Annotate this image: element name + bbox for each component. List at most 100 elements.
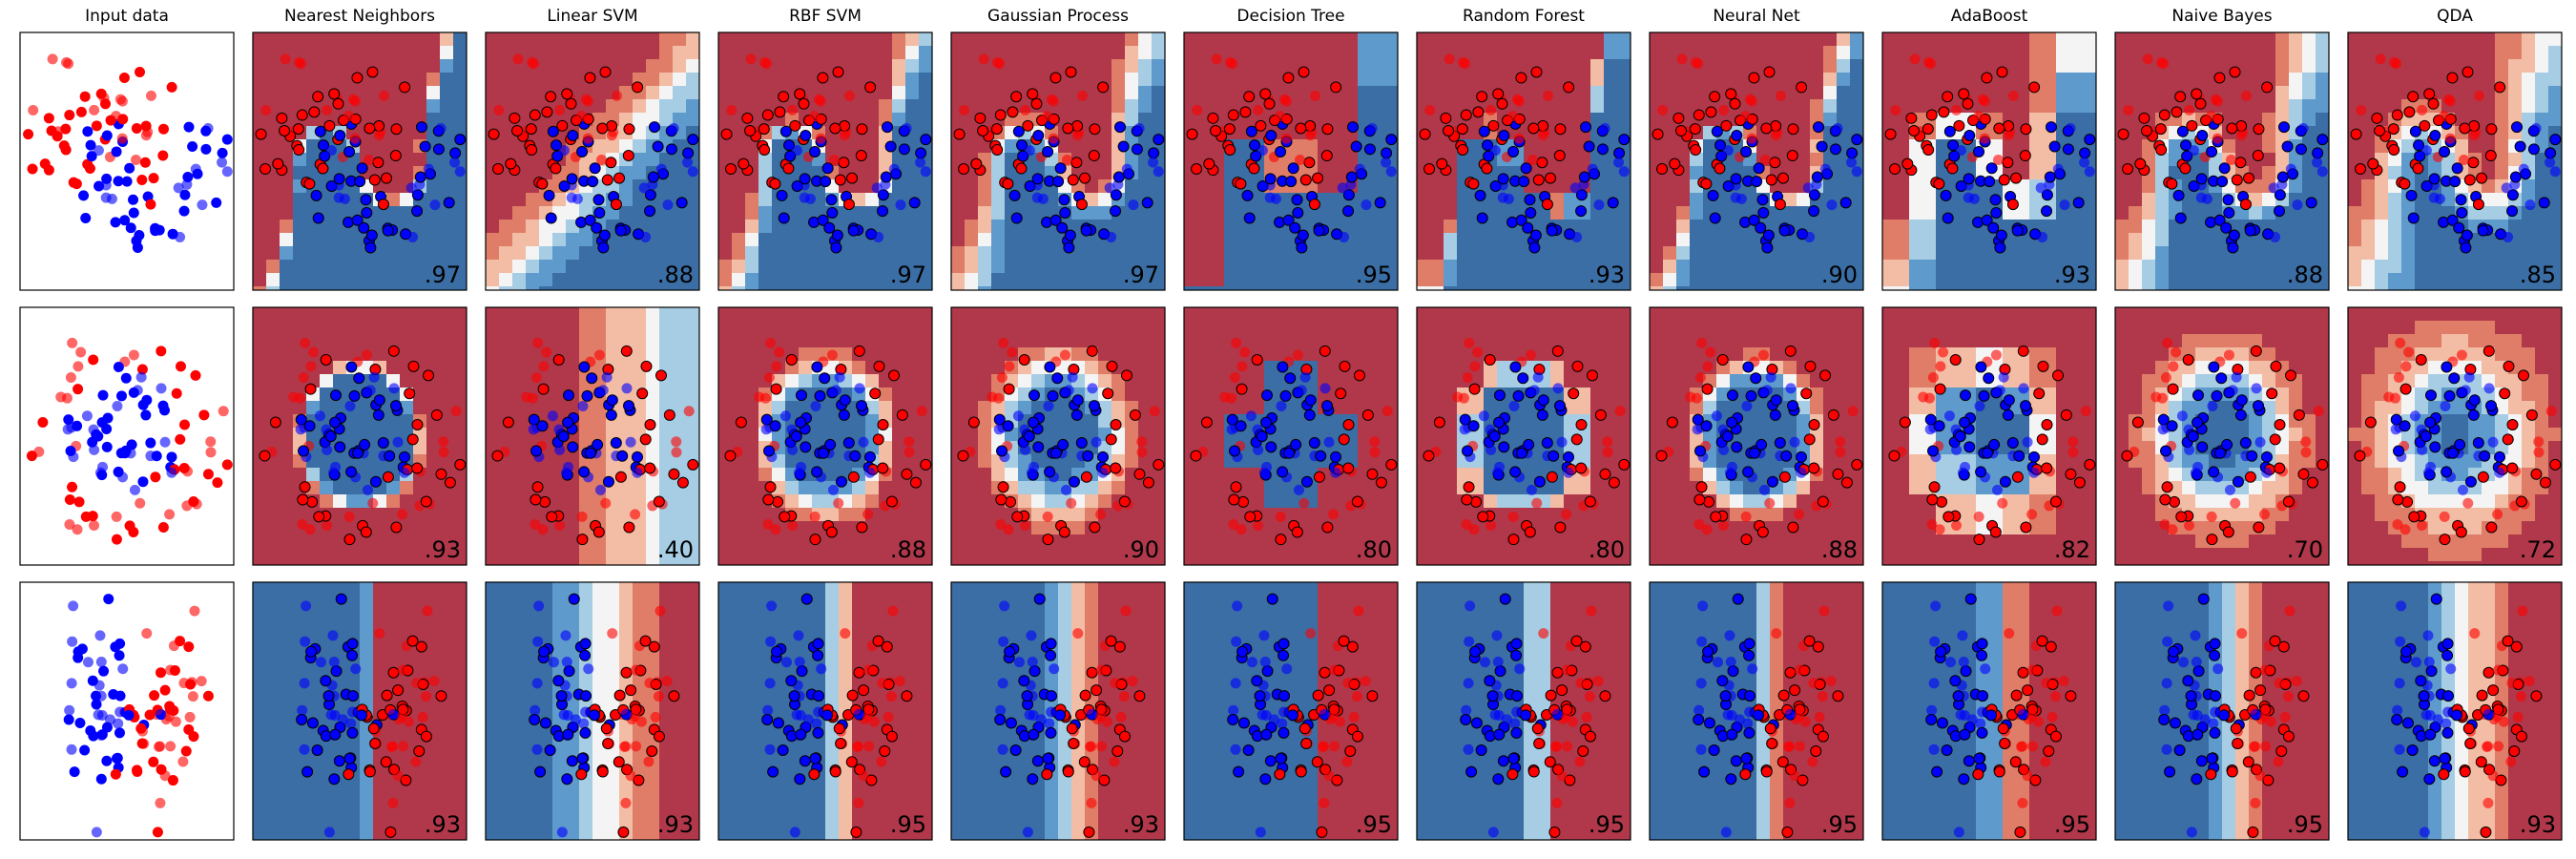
region-cell <box>453 246 467 261</box>
sample-point <box>2117 128 2129 140</box>
region-cell <box>2348 273 2362 287</box>
region-cell <box>1882 59 1897 73</box>
region-cell <box>426 307 441 322</box>
sample-point <box>2444 95 2456 107</box>
region-cell <box>2069 246 2084 261</box>
sample-point <box>390 400 403 412</box>
region-cell <box>373 139 387 154</box>
sample-point <box>1657 104 1669 115</box>
region-cell <box>1384 59 1399 73</box>
sample-point <box>137 476 149 488</box>
sample-point <box>1049 72 1062 84</box>
region-cell <box>2016 260 2030 274</box>
region-cell <box>253 153 267 167</box>
region-cell <box>905 246 920 261</box>
region-cell <box>1564 59 1578 73</box>
region-cell <box>865 193 880 207</box>
region-cell <box>785 46 800 60</box>
region-cell <box>1384 233 1399 247</box>
region-cell <box>2222 273 2236 287</box>
region-cell <box>646 59 660 73</box>
region-cell <box>1152 32 1166 47</box>
region-cell <box>1690 273 1704 287</box>
region-cell <box>2548 46 2563 60</box>
region-cell <box>499 206 513 220</box>
sample-point <box>1312 172 1324 184</box>
sample-point <box>157 123 169 135</box>
sample-point <box>362 484 373 495</box>
region-cell <box>293 206 307 220</box>
region-cell <box>1237 273 1252 287</box>
region-cell <box>2361 193 2376 207</box>
region-cell <box>1331 193 1345 207</box>
sample-point <box>1235 178 1247 190</box>
region-cell <box>2115 273 2129 287</box>
region-cell <box>2249 59 2263 73</box>
region-cell <box>2455 46 2469 60</box>
region-cell <box>718 73 733 87</box>
region-cell <box>293 46 307 60</box>
region-cell <box>453 233 467 247</box>
region-cell <box>1590 59 1605 73</box>
sample-point <box>587 176 599 188</box>
score: .88 <box>2287 262 2323 288</box>
region-cell <box>1152 246 1166 261</box>
region-cell <box>839 139 853 154</box>
region-cell <box>673 32 687 47</box>
region-cell <box>1837 233 1851 247</box>
region-cell <box>1524 273 1538 287</box>
region-cell <box>659 286 674 291</box>
sample-point <box>1042 145 1054 157</box>
sample-point <box>2045 121 2057 134</box>
region-cell <box>659 86 674 100</box>
region-cell <box>1211 99 1225 114</box>
region-cell <box>978 260 992 274</box>
region-cell <box>1716 59 1731 73</box>
region-cell <box>400 99 414 114</box>
region-cell <box>2169 273 2183 287</box>
region-cell <box>373 534 387 549</box>
region-cell <box>1650 233 1664 247</box>
region-cell <box>486 73 500 87</box>
region-cell <box>2249 246 2263 261</box>
region-cell <box>440 388 454 402</box>
sample-point <box>303 178 316 190</box>
sample-point <box>119 215 131 226</box>
region-cell <box>2115 59 2129 73</box>
region-cell <box>440 307 454 322</box>
region-cell <box>1264 46 1278 60</box>
region-cell <box>799 286 813 291</box>
region-cell <box>1922 32 1937 47</box>
sample-point <box>1153 166 1164 178</box>
region-cell <box>486 59 500 73</box>
region-cell <box>1444 233 1458 247</box>
sample-point <box>2444 133 2456 144</box>
region-cell <box>619 99 634 114</box>
region-cell <box>1457 206 1471 220</box>
region-cell <box>579 46 593 60</box>
region-cell <box>386 113 401 127</box>
region-cell <box>2069 233 2084 247</box>
region-cell <box>978 233 992 247</box>
region-cell <box>1650 86 1664 100</box>
sample-point <box>1711 125 1723 137</box>
sample-point <box>821 162 834 175</box>
sample-point <box>349 133 361 144</box>
region-cell <box>2495 113 2509 127</box>
region-cell <box>1743 32 1757 47</box>
region-cell <box>280 86 294 100</box>
region-cell <box>2548 86 2563 100</box>
region-cell <box>386 273 401 287</box>
region-cell <box>2056 32 2070 47</box>
region-cell <box>1882 246 1897 261</box>
sample-point <box>353 372 365 385</box>
sample-point <box>804 193 816 204</box>
sample-point <box>920 134 932 146</box>
region-cell <box>266 32 280 47</box>
region-cell <box>512 508 527 522</box>
region-cell <box>1797 193 1811 207</box>
region-cell <box>320 273 334 287</box>
region-cell <box>400 286 414 291</box>
sample-point <box>178 205 190 217</box>
sample-point <box>2389 56 2400 68</box>
